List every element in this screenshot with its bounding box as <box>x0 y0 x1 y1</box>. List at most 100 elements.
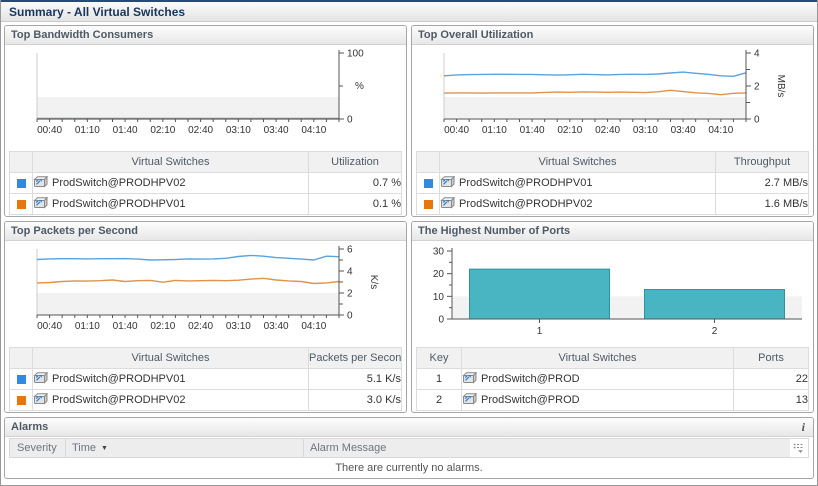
switch-value: 2.7 MB/s <box>715 172 809 194</box>
col-virtual-switches[interactable]: Virtual Switches <box>32 347 309 369</box>
legend-column-header <box>9 347 33 369</box>
svg-text:30: 30 <box>433 247 445 258</box>
panel-alarms: Alarms i Severity Time ▼ Alarm Message T… <box>4 417 814 479</box>
panel-top-overall-utilization: Top Overall Utilization 00:40 01:10 01:40 0… <box>411 25 814 217</box>
switch-value: 5.1 K/s <box>308 368 402 390</box>
svg-text:4: 4 <box>754 49 760 60</box>
svg-text:01:40: 01:40 <box>113 321 138 332</box>
row-key: 2 <box>416 389 462 411</box>
svg-text:4: 4 <box>347 267 353 278</box>
col-ports[interactable]: Ports <box>733 347 809 369</box>
alarms-col-time[interactable]: Time ▼ <box>66 439 304 457</box>
svg-text:03:10: 03:10 <box>226 321 251 332</box>
svg-text:1: 1 <box>537 326 543 337</box>
table-row[interactable]: 1 ProdSwitch@PROD 22 <box>416 368 809 390</box>
switch-name: ProdSwitch@PRODHPV02 <box>52 393 186 406</box>
panel-header: Top Bandwidth Consumers <box>5 26 406 45</box>
virtual-switch-icon <box>440 175 456 191</box>
svg-text:04:10: 04:10 <box>301 321 326 332</box>
virtual-switch-icon <box>440 196 456 212</box>
switch-ports: 13 <box>733 389 809 411</box>
panel-title: Alarms <box>11 421 49 433</box>
virtual-switch-icon <box>33 392 49 408</box>
svg-text:02:40: 02:40 <box>188 125 213 136</box>
switch-name: ProdSwitch@PROD <box>481 372 580 385</box>
panel-top-bandwidth-consumers: Top Bandwidth Consumers 00:40 01:10 01:40 0… <box>4 25 407 217</box>
bandwidth-chart: 00:40 01:10 01:40 02:10 02:40 03:10 03:40 04:10… <box>5 45 406 151</box>
panel-header: Top Packets per Second <box>5 222 406 241</box>
info-icon[interactable]: i <box>801 419 805 434</box>
switch-ports: 22 <box>733 368 809 390</box>
svg-text:20: 20 <box>433 269 445 280</box>
alarms-table-header: Severity Time ▼ Alarm Message <box>9 438 809 458</box>
table-header-row: Virtual Switches Utilization <box>9 151 402 173</box>
ports-table: Key Virtual Switches Ports 1 ProdSwitch@… <box>416 347 809 411</box>
panel-header: The Highest Number of Ports <box>412 222 813 241</box>
svg-text:02:10: 02:10 <box>557 125 582 136</box>
col-virtual-switches[interactable]: Virtual Switches <box>32 151 309 173</box>
packets-per-second-chart: 00:40 01:10 01:40 02:10 02:40 03:10 03:40 04:10… <box>5 241 406 347</box>
alarms-col-severity[interactable]: Severity <box>10 439 66 457</box>
table-row[interactable]: ProdSwitch@PRODHPV01 2.7 MB/s <box>416 172 809 194</box>
table-row[interactable]: ProdSwitch@PRODHPV02 0.7 % <box>9 172 402 194</box>
virtual-switch-icon <box>33 175 49 191</box>
alarms-col-message[interactable]: Alarm Message <box>310 442 387 454</box>
svg-text:2: 2 <box>712 326 718 337</box>
switch-name: ProdSwitch@PRODHPV01 <box>52 372 186 385</box>
switch-name: ProdSwitch@PROD <box>481 393 580 406</box>
col-packets-per-second[interactable]: Packets per Second <box>308 347 402 369</box>
switch-name: ProdSwitch@PRODHPV01 <box>459 176 593 189</box>
svg-text:2: 2 <box>754 82 760 93</box>
svg-text:01:10: 01:10 <box>482 125 507 136</box>
svg-text:0: 0 <box>347 115 353 126</box>
time-label: Time <box>72 442 97 454</box>
switch-value: 1.6 MB/s <box>715 193 809 215</box>
row-key: 1 <box>416 368 462 390</box>
svg-text:02:40: 02:40 <box>188 321 213 332</box>
svg-text:%: % <box>355 81 364 92</box>
column-selector-icon[interactable] <box>790 439 808 457</box>
panel-title: The Highest Number of Ports <box>418 225 571 237</box>
svg-text:03:10: 03:10 <box>633 125 658 136</box>
legend-color-swatch <box>423 199 433 209</box>
col-utilization[interactable]: Utilization <box>308 151 402 173</box>
table-row[interactable]: ProdSwitch@PRODHPV02 3.0 K/s <box>9 389 402 411</box>
switch-name: ProdSwitch@PRODHPV02 <box>52 176 186 189</box>
svg-text:01:10: 01:10 <box>75 321 100 332</box>
table-header-row: Key Virtual Switches Ports <box>416 347 809 369</box>
panel-title: Top Overall Utilization <box>418 29 534 41</box>
panel-header: Alarms i <box>5 418 813 437</box>
switch-value: 3.0 K/s <box>308 389 402 411</box>
svg-text:6: 6 <box>347 245 353 256</box>
svg-text:0: 0 <box>347 311 353 322</box>
overall-utilization-table: Virtual Switches Throughput ProdSwitch@P… <box>416 151 809 215</box>
svg-text:00:40: 00:40 <box>37 125 62 136</box>
legend-column-header <box>9 151 33 173</box>
col-virtual-switches[interactable]: Virtual Switches <box>461 347 734 369</box>
col-virtual-switches[interactable]: Virtual Switches <box>439 151 716 173</box>
alarms-empty-message: There are currently no alarms. <box>335 462 483 474</box>
table-header-row: Virtual Switches Throughput <box>416 151 809 173</box>
page-title: Summary - All Virtual Switches <box>9 4 186 19</box>
switch-value: 0.7 % <box>308 172 402 194</box>
table-row[interactable]: ProdSwitch@PRODHPV02 1.6 MB/s <box>416 193 809 215</box>
col-throughput[interactable]: Throughput <box>715 151 809 173</box>
legend-color-swatch <box>16 395 26 405</box>
svg-text:0: 0 <box>754 115 760 126</box>
svg-text:100: 100 <box>347 49 364 60</box>
panel-title: Top Bandwidth Consumers <box>11 29 154 41</box>
bandwidth-table: Virtual Switches Utilization ProdSwitch@… <box>9 151 402 215</box>
virtual-switch-icon <box>33 196 49 212</box>
svg-text:02:10: 02:10 <box>150 125 175 136</box>
panel-top-packets-per-second: Top Packets per Second 00:40 01:10 01:40 02… <box>4 221 407 413</box>
table-row[interactable]: 2 ProdSwitch@PROD 13 <box>416 389 809 411</box>
svg-text:02:40: 02:40 <box>595 125 620 136</box>
table-row[interactable]: ProdSwitch@PRODHPV01 5.1 K/s <box>9 368 402 390</box>
sort-descending-icon: ▼ <box>101 444 108 452</box>
table-row[interactable]: ProdSwitch@PRODHPV01 0.1 % <box>9 193 402 215</box>
virtual-switch-icon <box>33 371 49 387</box>
legend-color-swatch <box>16 374 26 384</box>
legend-color-swatch <box>16 199 26 209</box>
col-key[interactable]: Key <box>416 347 462 369</box>
switch-name: ProdSwitch@PRODHPV01 <box>52 197 186 210</box>
